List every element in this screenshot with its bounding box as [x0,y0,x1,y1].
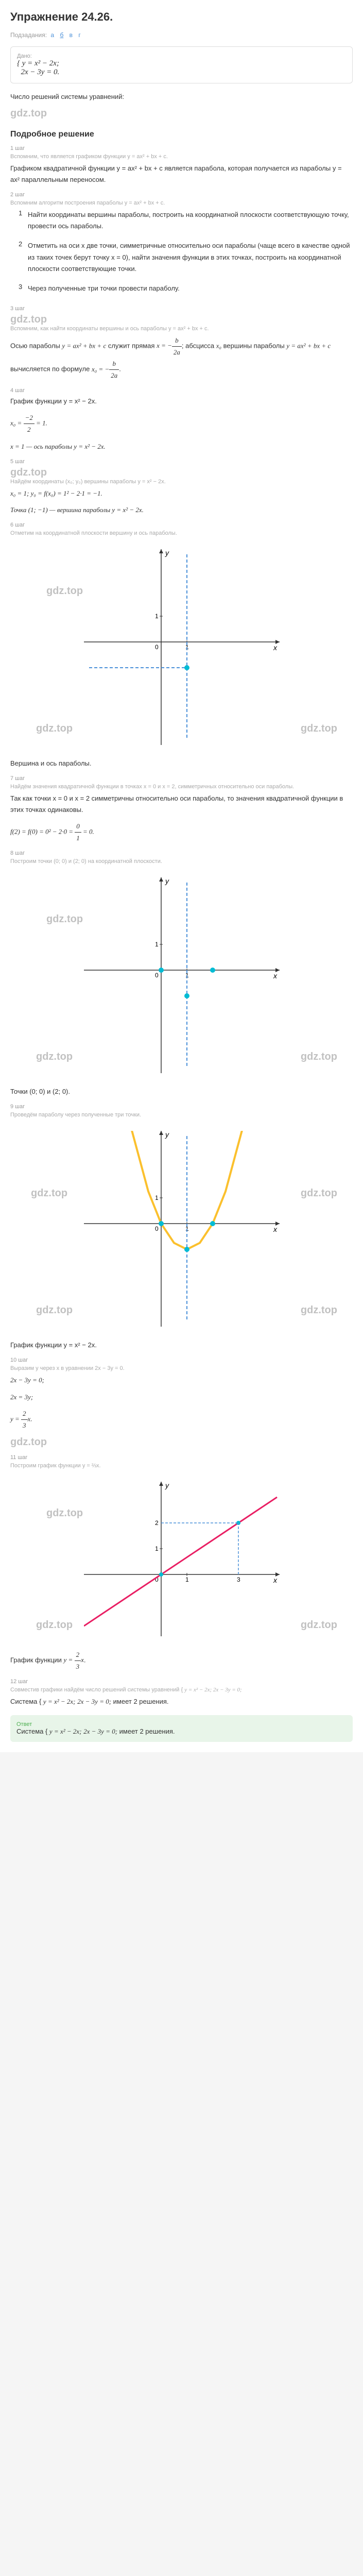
svg-text:1: 1 [155,613,159,620]
step-label: 6 шаг [10,522,353,528]
step-hint: Совместив графики найдём число решений с… [10,1687,353,1693]
list-item: 3Через полученные три точки провести пар… [19,283,353,299]
svg-text:0: 0 [155,972,159,979]
chart-1: xy011 gdz.top gdz.top gdz.top [10,544,353,750]
svg-text:x: x [273,1225,278,1233]
step-label: 4 шаг [10,387,353,394]
axis-text: Осью параболы y = ax² + bx + c служит пр… [10,335,353,381]
watermark: gdz.top [301,723,337,735]
chart-caption: Точки (0; 0) и (2; 0). [10,1086,353,1097]
calc-line: x₀ = 1; y₀ = f(x₀) = 1² − 2·1 = −1. [10,488,353,499]
chart-caption: График функции y = x² − 2x. [10,1340,353,1351]
svg-text:y: y [165,549,169,557]
watermark: gdz.top [301,1051,337,1063]
svg-text:0: 0 [155,1225,159,1232]
graph-line: График функции y = x² − 2x. [10,396,353,407]
step-hint: Вспомним алгоритм построения параболы y … [10,200,353,206]
chart-caption: График функции y = 23x. [10,1649,353,1672]
calc-line: 2x = 3y; [10,1392,353,1403]
step-label: 10 шаг [10,1357,353,1363]
main-question: Число решений системы уравнений: [10,91,353,103]
answer-box: Ответ Система { y = x² − 2x; 2x − 3y = 0… [10,1715,353,1742]
svg-text:x: x [273,1576,278,1584]
calc-line: 2x − 3y = 0; [10,1375,353,1386]
step-hint: Вспомним, как найти координаты вершины и… [10,326,353,332]
list-item: 2Отметить на оси x две точки, симметричн… [19,240,353,279]
calc-line: x₀ = −22 = 1. [10,412,353,435]
svg-text:1: 1 [155,1545,159,1552]
svg-text:2: 2 [155,1519,159,1527]
exercise-title: Упражнение 24.26. [10,10,353,24]
svg-text:x: x [273,972,278,980]
step-hint: Вспомним, что является графиком функции … [10,154,353,160]
svg-text:3: 3 [237,1576,240,1583]
step-hint: Построим график функции y = ⅔x. [10,1463,353,1469]
step-label: 11 шаг [10,1454,353,1461]
step-label: 7 шаг [10,775,353,782]
watermark: gdz.top [301,1188,337,1199]
subtask-link[interactable]: б [60,31,63,39]
svg-text:y: y [165,877,169,885]
watermark: gdz.top [10,467,353,479]
watermark: gdz.top [46,913,83,925]
watermark: gdz.top [10,314,353,326]
step-hint: Найдём координаты (x₀; y₀) вершины параб… [10,479,353,485]
watermark: gdz.top [31,1188,67,1199]
watermark: gdz.top [36,1051,73,1063]
calc-line: f(2) = f(0) = 0² − 2·0 = 01 = 0. [10,821,353,844]
chart-3: xy011 gdz.top gdz.top gdz.top gdz.top [10,1126,353,1332]
watermark: gdz.top [36,723,73,735]
final-text: Система { y = x² − 2x; 2x − 3y = 0; имее… [10,1696,353,1707]
step-hint: Проведём параболу через полученные три т… [10,1112,353,1118]
step-label: 1 шаг [10,145,353,151]
answer-text: Система { y = x² − 2x; 2x − 3y = 0; имее… [16,1727,347,1736]
step-hint: Построим точки (0; 0) и (2; 0) на коорди… [10,858,353,865]
chart-2: xy011 gdz.top gdz.top gdz.top [10,872,353,1078]
step-hint: Отметим на координатной плоскости вершин… [10,530,353,536]
step-label: 2 шаг [10,192,353,198]
calc-line: x = 1 — ось параболы y = x² − 2x. [10,441,353,452]
watermark: gdz.top [46,1507,83,1519]
step-text: Графиком квадратичной функции y = ax² + … [10,163,353,185]
calc-line: y = 23x. [10,1408,353,1431]
step-hint: Найдём значения квадратичной функции в т… [10,784,353,790]
svg-text:0: 0 [155,643,159,651]
subtasks-label: Подзадания: [10,31,47,39]
list-item: 1Найти координаты вершины параболы, пост… [19,209,353,237]
detailed-title: Подробное решение [10,130,353,139]
svg-text:y: y [165,1131,169,1139]
subtask-link[interactable]: г [78,31,80,39]
calc-line: Точка (1; −1) — вершина параболы y = x² … [10,504,353,516]
chart-caption: Вершина и ось параболы. [10,758,353,769]
watermark: gdz.top [301,1304,337,1316]
step-label: 9 шаг [10,1104,353,1110]
given-label: Дано: [17,53,346,59]
watermark: gdz.top [36,1619,73,1631]
step-label: 8 шаг [10,850,353,856]
given-box: Дано: { y = x² − 2x; 2x − 3y = 0. [10,46,353,83]
step-text: Так как точки x = 0 и x = 2 симметричны … [10,793,353,816]
watermark: gdz.top [10,108,353,120]
svg-text:1: 1 [185,1576,189,1583]
subtasks-row: Подзадания: а б в г [10,31,353,39]
subtask-link[interactable]: а [50,31,54,39]
given-system: { y = x² − 2x; 2x − 3y = 0. [17,59,346,77]
svg-text:y: y [165,1482,169,1489]
watermark: gdz.top [301,1619,337,1631]
subtask-link[interactable]: в [70,31,73,39]
step-label: 5 шаг [10,459,353,465]
step-label: 3 шаг [10,306,353,312]
answer-label: Ответ [16,1721,347,1727]
step-label: 12 шаг [10,1679,353,1685]
svg-text:x: x [273,643,278,652]
step-hint: Выразим y через x в уравнении 2x − 3y = … [10,1365,353,1371]
watermark: gdz.top [10,1436,353,1448]
watermark: gdz.top [36,1304,73,1316]
watermark: gdz.top [46,585,83,597]
svg-text:1: 1 [155,1194,159,1201]
svg-text:1: 1 [155,941,159,948]
chart-4: xy01132 gdz.top gdz.top gdz.top [10,1477,353,1641]
